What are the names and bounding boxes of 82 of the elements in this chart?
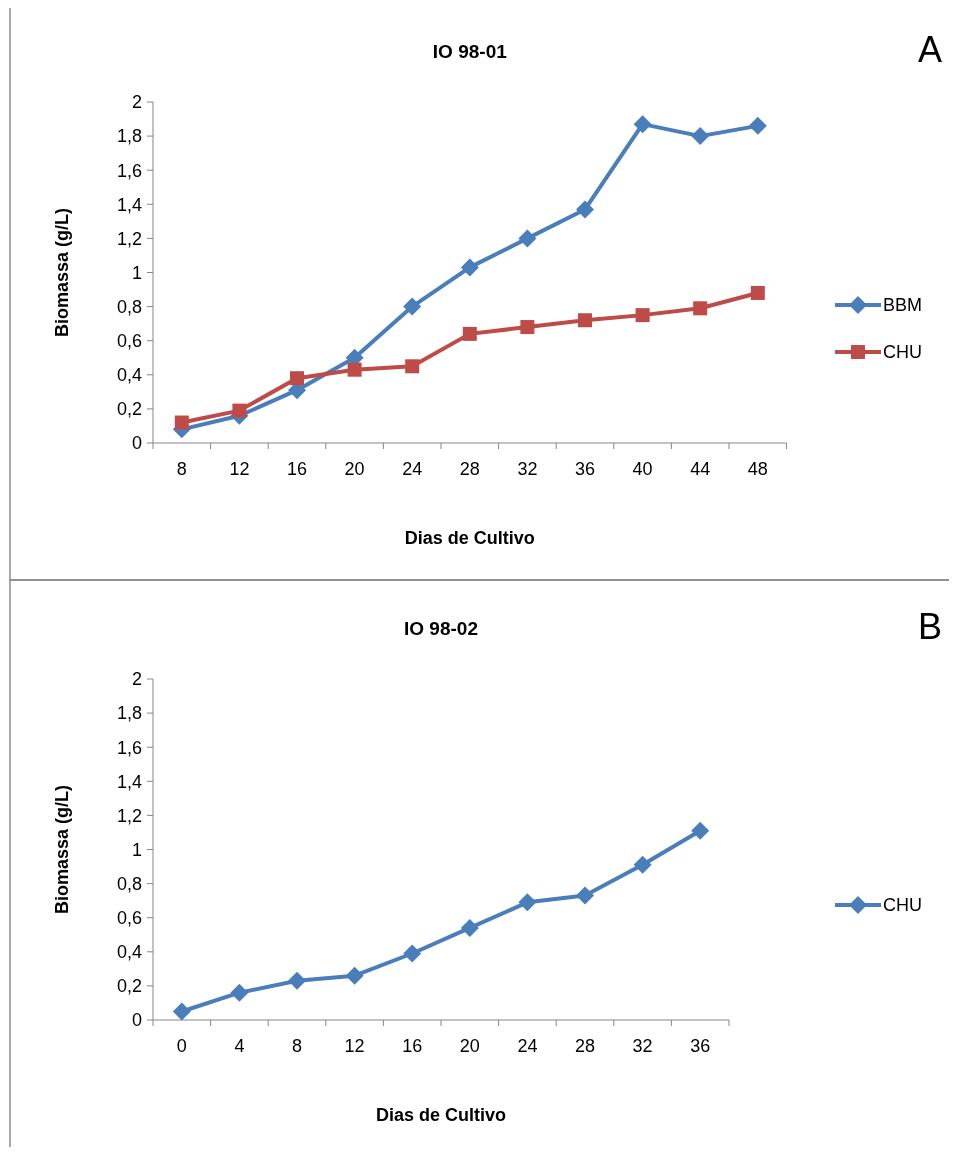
point	[748, 116, 767, 135]
point	[578, 313, 592, 328]
x-tick-label: 12	[229, 459, 250, 479]
x-tick-label: 28	[459, 459, 480, 479]
x-tick-label: 20	[344, 459, 365, 479]
y-tick-label: 0	[131, 1010, 142, 1031]
y-tick-label: 0,8	[116, 873, 142, 894]
x-tick-label: 36	[574, 459, 596, 479]
x-tick-label: 8	[291, 1036, 303, 1056]
x-tick-label: 0	[176, 1036, 187, 1056]
point	[693, 301, 708, 316]
y-tick-label: 1,4	[116, 771, 142, 792]
point	[403, 297, 422, 316]
x-tick-label: 20	[459, 1036, 480, 1056]
y-tick-label: 0,8	[116, 296, 142, 317]
x-tick-label: 16	[286, 459, 308, 479]
y-tick-label: 1,6	[116, 737, 142, 758]
y-tick-label: 1,8	[116, 126, 142, 147]
legend-label: BBM	[883, 295, 923, 316]
x-tick-label: 8	[176, 459, 187, 479]
y-tick-label: 1,2	[116, 805, 142, 826]
x-tick-label: 24	[517, 1036, 538, 1056]
point	[174, 415, 189, 430]
x-tick-label: 28	[574, 1036, 596, 1056]
legend-label: CHU	[883, 895, 922, 916]
point	[345, 966, 364, 985]
x-tick-label: 32	[632, 1036, 653, 1056]
y-tick-label: 0,4	[116, 365, 142, 386]
x-tick-label: 48	[747, 459, 768, 479]
point	[691, 127, 710, 146]
x-tick-label: 40	[632, 459, 653, 479]
chart-title: IO 98-02	[404, 618, 478, 639]
legend-label: CHU	[883, 342, 922, 363]
point	[405, 359, 420, 374]
y-axis-title: Biomassa (g/L)	[52, 784, 72, 915]
point	[576, 200, 594, 219]
y-tick-label: 2	[131, 669, 142, 690]
point	[288, 971, 306, 990]
point	[347, 362, 362, 377]
x-axis-title: Dias de Cultivo	[375, 1105, 507, 1125]
point	[462, 326, 477, 341]
y-tick-label: 0,6	[116, 331, 142, 351]
y-tick-label: 1,6	[116, 160, 142, 181]
x-tick-label: 16	[402, 1036, 423, 1056]
point	[635, 308, 650, 323]
point	[518, 893, 537, 912]
x-axis-title: Dias de Cultivo	[404, 528, 535, 548]
point	[633, 115, 652, 134]
point	[576, 886, 594, 905]
point	[403, 944, 422, 963]
point	[290, 371, 304, 386]
chart-title: IO 98-01	[432, 41, 508, 62]
x-tick-label: 32	[517, 459, 538, 479]
point	[750, 285, 765, 300]
point	[691, 821, 710, 840]
y-axis-title: Biomassa (g/L)	[52, 207, 72, 338]
x-tick-label: 4	[234, 1036, 245, 1056]
y-tick-label: 0,2	[116, 976, 142, 997]
y-tick-label: 0,4	[116, 942, 142, 963]
y-tick-label: 1,4	[116, 194, 142, 215]
y-tick-label: 1,2	[116, 228, 142, 249]
y-tick-label: 1	[131, 839, 142, 860]
point	[520, 320, 535, 335]
y-tick-label: 2	[131, 92, 142, 113]
point	[518, 229, 537, 248]
x-tick-label: 24	[402, 459, 423, 479]
point	[172, 1002, 191, 1021]
point	[460, 258, 479, 277]
point	[232, 403, 247, 418]
text: A	[917, 29, 943, 70]
y-tick-label: 0	[131, 433, 142, 454]
y-tick-label: 1,8	[116, 703, 142, 724]
x-tick-label: 12	[344, 1036, 365, 1056]
y-tick-label: 1	[131, 262, 142, 283]
x-tick-label: 36	[690, 1036, 711, 1056]
y-tick-label: 0,6	[116, 908, 142, 928]
point	[633, 855, 652, 874]
point	[230, 983, 249, 1002]
x-tick-label: 44	[690, 459, 711, 479]
point	[460, 918, 479, 937]
text: B	[917, 606, 943, 647]
y-tick-label: 0,2	[116, 399, 142, 420]
